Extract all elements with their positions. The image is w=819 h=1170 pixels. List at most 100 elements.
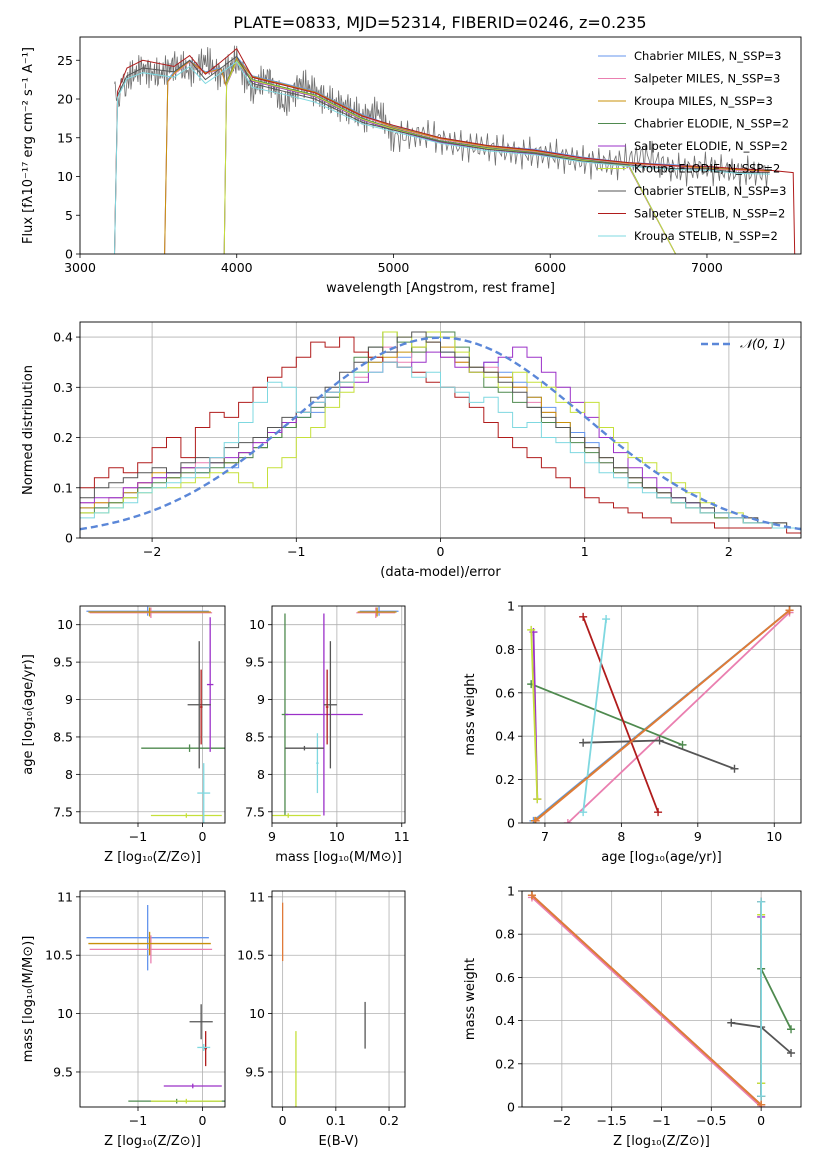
x-tick-label: 0 <box>198 829 206 844</box>
x-tick-label: 6000 <box>534 260 566 275</box>
legend-entry: Kroupa MILES, N_SSP=3 <box>634 94 773 108</box>
x-tick-label: 7 <box>541 829 549 844</box>
weight-marker <box>527 625 536 634</box>
y-tick-label: 0.6 <box>495 685 515 700</box>
y-tick-label: 0.2 <box>53 430 73 445</box>
y-tick-label: 0.4 <box>495 1013 515 1028</box>
weight-line-7 <box>582 616 659 813</box>
y-tick-label: 10 <box>249 617 265 632</box>
weight-marker <box>730 764 739 773</box>
legend-entry: Kroupa STELIB, N_SSP=2 <box>634 229 778 243</box>
legend-entry: Salpeter MILES, N_SSP=3 <box>634 72 780 86</box>
chart-weight_vs_age: 7 8 9 10 0 0.2 0.4 0.6 0.8 1 age [log₁₀(age/yr)] ma… <box>463 599 802 865</box>
x-tick-label: 7000 <box>691 260 723 275</box>
weight-line-3 <box>760 968 792 1097</box>
x-axis-label: Z [log₁₀(Z/Z⊙)] <box>104 1134 201 1149</box>
y-tick-label: 10 <box>57 617 73 632</box>
chart-weight_vs_Z: −2 −1.5 −1 −0.5 0 0 0.2 0.4 0.6 0.8 1 Z [log₁₀(Z/Z⊙… <box>463 884 802 1149</box>
y-axis-label: Normed distribution <box>21 365 36 495</box>
y-tick-label: 1 <box>507 599 515 614</box>
x-tick-label: 0.2 <box>379 1113 399 1128</box>
x-axis-label: wavelength [Angstrom, rest frame] <box>326 281 555 296</box>
y-tick-label: 8.5 <box>53 729 73 744</box>
axes-frame <box>79 605 226 824</box>
y-tick-label: 9 <box>257 692 265 707</box>
y-tick-label: 10 <box>57 169 73 184</box>
weight-marker <box>757 897 766 906</box>
y-tick-label: 25 <box>57 53 73 68</box>
y-tick-label: 8 <box>65 767 73 782</box>
weight-marker <box>787 1049 796 1057</box>
y-tick-label: 7.5 <box>53 804 73 819</box>
y-axis-label: Flux [fλ10⁻¹⁷ erg cm⁻² s⁻¹ A⁻¹] <box>21 47 36 244</box>
plot-area <box>527 891 796 1107</box>
histogram-8 <box>80 361 801 529</box>
plot-area <box>281 902 366 1107</box>
y-tick-label: 9.5 <box>53 655 73 670</box>
histogram-5 <box>80 331 801 529</box>
y-tick-label: 1 <box>507 884 515 899</box>
y-tick-label: 11 <box>57 889 73 904</box>
weight-line-9 <box>531 894 762 1106</box>
x-tick-label: 9 <box>268 829 276 844</box>
plot-area <box>86 905 225 1104</box>
y-tick-label: 0 <box>65 247 73 262</box>
weight-marker <box>787 1025 796 1034</box>
histogram-6 <box>80 331 801 529</box>
weight-marker <box>533 795 542 804</box>
axes-frame <box>79 36 802 255</box>
weight-marker <box>602 615 611 624</box>
weight-line-6 <box>583 739 735 770</box>
y-tick-label: 20 <box>57 92 73 107</box>
weight-marker <box>563 819 572 823</box>
model-line-8 <box>114 61 770 254</box>
model-line-6 <box>114 55 770 254</box>
chart-age_vs_mass: 9 10 11 7.5 8 8.5 9 9.5 10 mass [log₁₀(M/M⊙)] <box>245 605 410 865</box>
x-axis-label: mass [log₁₀(M/M⊙)] <box>275 850 402 865</box>
x-tick-label: 4000 <box>221 260 253 275</box>
plot-area <box>527 606 794 823</box>
x-tick-label: −0.5 <box>696 1113 726 1128</box>
x-tick-label: 2 <box>725 544 733 559</box>
y-axis-label: mass weight <box>463 958 478 1040</box>
x-tick-label: −1.5 <box>596 1113 626 1128</box>
y-tick-label: 0.4 <box>53 330 73 345</box>
weight-marker <box>785 606 794 615</box>
y-tick-label: 0 <box>65 531 73 546</box>
y-tick-label: 9 <box>65 692 73 707</box>
y-tick-label: 0.2 <box>495 772 515 787</box>
y-tick-label: 10.5 <box>237 948 265 963</box>
axes-frame <box>521 890 802 1108</box>
y-axis-label: mass [log₁₀(M/M⊙)] <box>21 936 36 1063</box>
y-tick-label: 7.5 <box>245 804 265 819</box>
x-tick-label: −2 <box>143 544 161 559</box>
plot-area <box>80 331 801 534</box>
gaussian-curve <box>80 336 801 531</box>
weight-marker <box>579 612 588 621</box>
weight-marker <box>531 816 540 823</box>
weight-line-8 <box>582 618 607 813</box>
chart-mass_vs_EBV: 0 0.1 0.2 9.5 10 10.5 11 E(B-V) <box>237 889 406 1149</box>
y-tick-label: 8 <box>257 767 265 782</box>
x-tick-label: 0 <box>437 544 445 559</box>
y-tick-label: 0.8 <box>495 927 515 942</box>
weight-line-1 <box>567 611 791 823</box>
plot-area <box>86 606 225 823</box>
y-tick-label: 9.5 <box>245 1064 265 1079</box>
x-tick-label: 10 <box>329 829 345 844</box>
chart-age_vs_Z: −1 0 7.5 8 8.5 9 9.5 10 Z [log₁₀(Z/Z⊙)] age [log₁… <box>21 605 226 865</box>
chart-residuals: −2 −1 0 1 2 0 0.1 0.2 0.3 0.4 (data-model)/error No… <box>21 321 802 580</box>
x-tick-label: 8 <box>617 829 625 844</box>
weight-line-5 <box>530 629 539 800</box>
legend-entry: Salpeter STELIB, N_SSP=2 <box>634 207 785 221</box>
weight-marker <box>527 891 536 900</box>
plot-area <box>114 45 796 254</box>
y-tick-label: 0.8 <box>495 642 515 657</box>
x-tick-label: −2 <box>553 1113 571 1128</box>
x-tick-label: −1 <box>129 829 147 844</box>
weight-line-3 <box>530 683 683 746</box>
y-tick-label: 5 <box>65 208 73 223</box>
x-tick-label: 9 <box>694 829 702 844</box>
y-tick-label: 9.5 <box>245 655 265 670</box>
